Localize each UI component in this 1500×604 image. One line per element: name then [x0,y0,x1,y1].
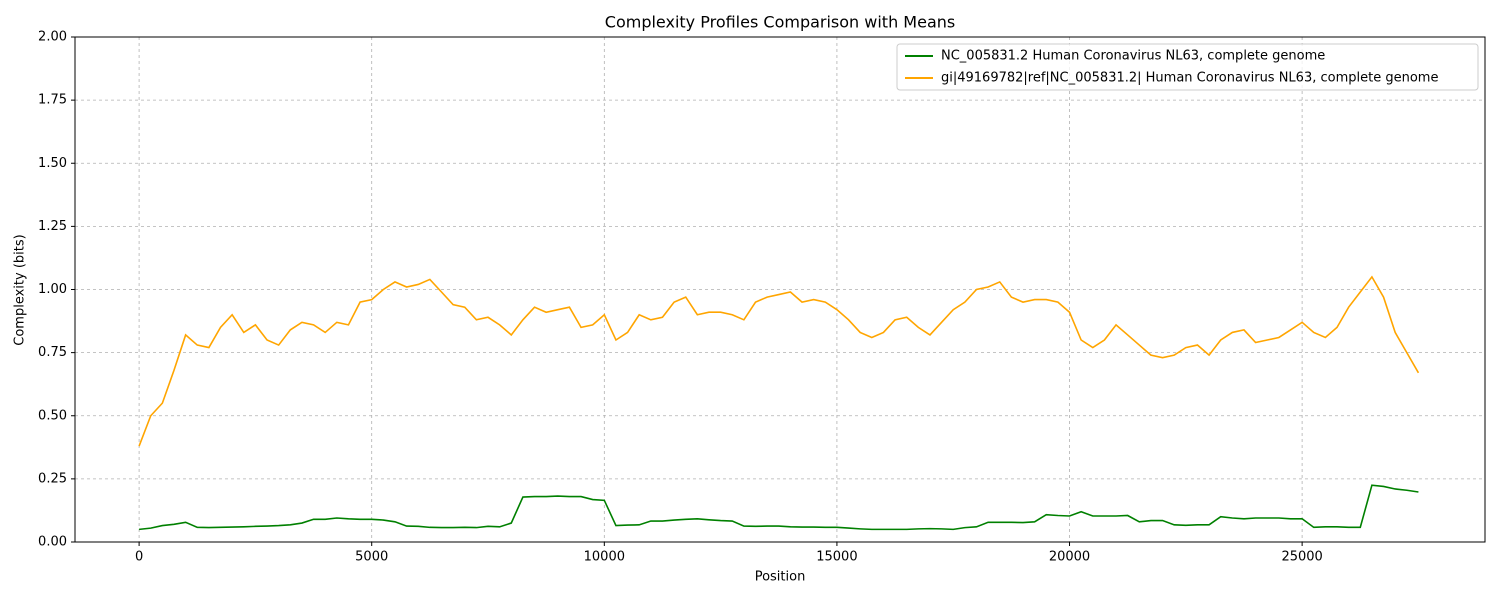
y-tick-label: 0.25 [38,471,67,486]
x-tick-label: 20000 [1049,550,1090,565]
y-tick-label: 1.50 [38,156,67,171]
x-tick-label: 10000 [584,550,625,565]
x-tick-label: 0 [135,550,143,565]
series-line [138,275,1420,447]
y-axis-label: Complexity (bits) [13,234,28,345]
y-tick-label: 0.50 [38,408,67,423]
x-tick-label: 25000 [1281,550,1322,565]
x-axis-label: Position [755,570,806,585]
legend: NC_005831.2 Human Coronavirus NL63, comp… [896,43,1479,91]
series-line [139,484,1419,531]
legend-label: gi|49169782|ref|NC_005831.2| Human Coron… [941,71,1438,86]
y-tick-label: 0.75 [38,345,67,360]
chart-title: Complexity Profiles Comparison with Mean… [605,13,955,32]
x-tick-label: 15000 [816,550,857,565]
y-tick-label: 0.00 [38,535,67,550]
y-tick-label: 1.75 [38,93,67,108]
y-tick-label: 1.25 [38,219,67,234]
x-tick-label: 5000 [355,550,388,565]
y-tick-label: 1.00 [38,282,67,297]
y-tick-label: 2.00 [38,30,67,45]
legend-label: NC_005831.2 Human Coronavirus NL63, comp… [941,49,1325,64]
legend-box [896,43,1479,91]
plot-frame [74,36,1486,543]
